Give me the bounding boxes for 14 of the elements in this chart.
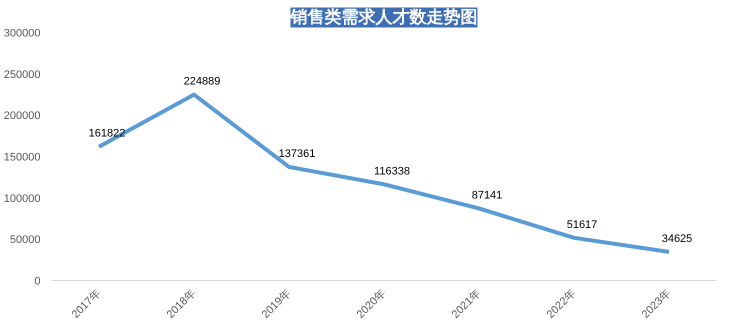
- data-label: 116338: [374, 165, 410, 178]
- y-tick-label: 50000: [10, 234, 41, 246]
- y-tick-label: 0: [34, 276, 41, 288]
- data-label: 137361: [278, 148, 316, 160]
- y-tick-label: 100000: [4, 192, 41, 205]
- y-tick-label: 200000: [4, 110, 41, 122]
- y-tick-label: 300000: [4, 28, 41, 40]
- y-tick-label: 150000: [4, 152, 41, 164]
- y-tick-label: 250000: [4, 68, 41, 81]
- data-label: 34625: [662, 232, 692, 245]
- data-label: 51617: [566, 218, 598, 231]
- data-label: 224889: [184, 76, 220, 88]
- data-label: 87141: [472, 189, 502, 202]
- chart-title: 销售类需求人才数走势图: [290, 8, 478, 28]
